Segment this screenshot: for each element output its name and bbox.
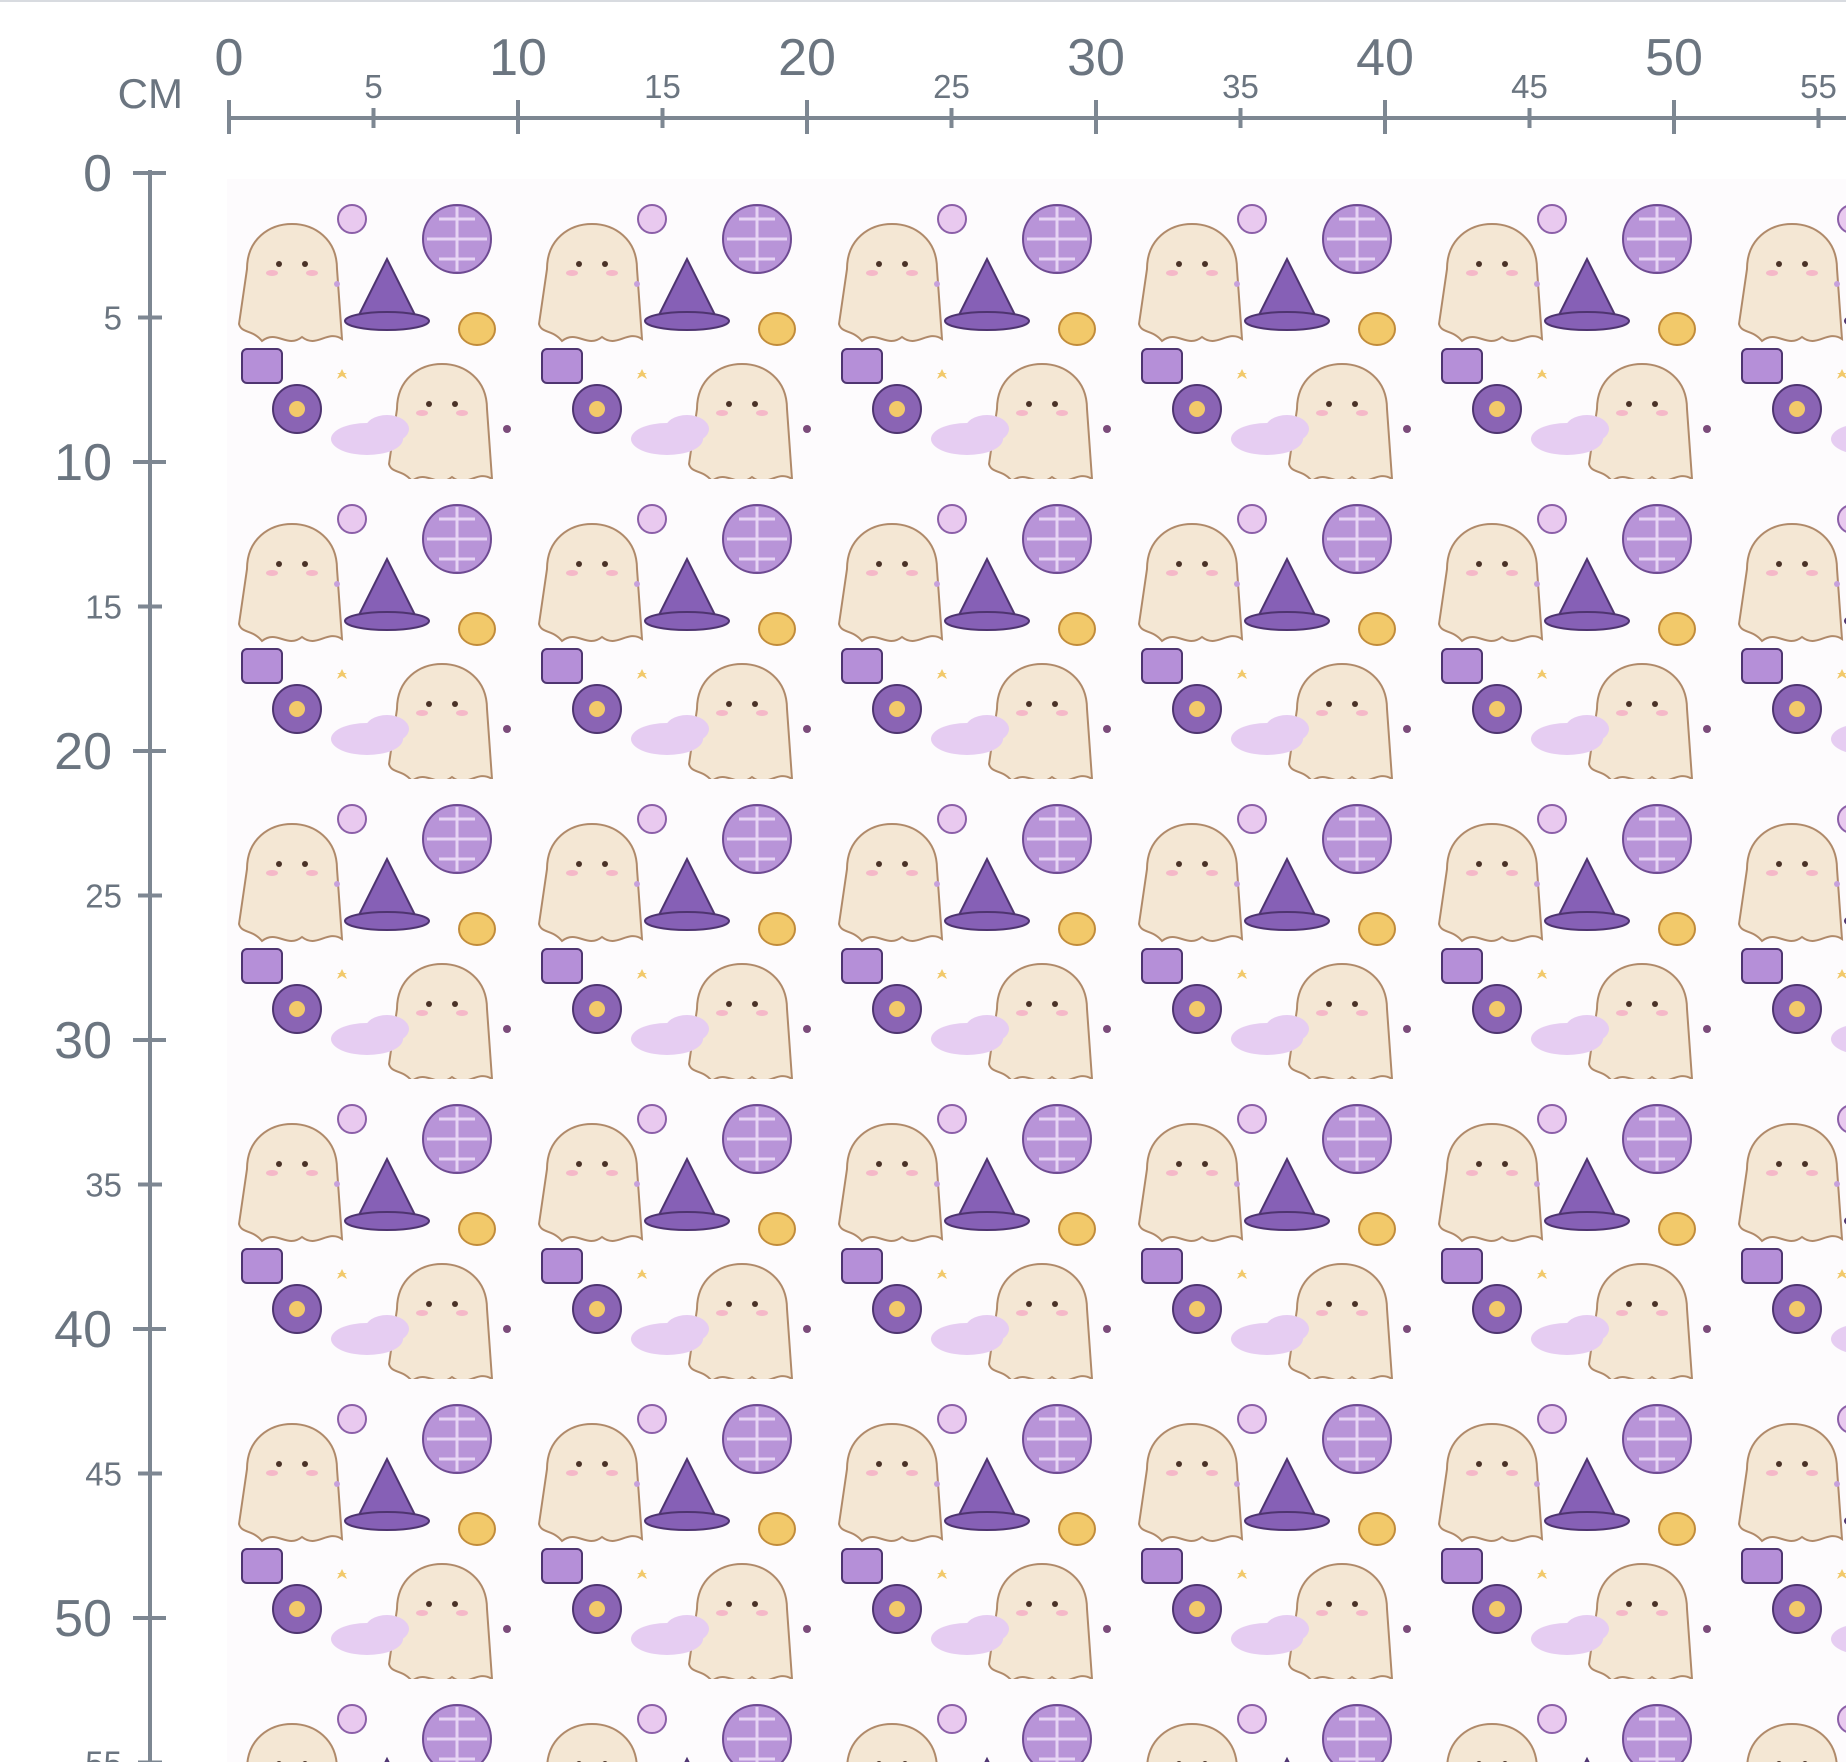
unit-label: CM (118, 70, 183, 117)
ruler-label: 5 (364, 68, 382, 105)
ruler-label: 35 (1222, 68, 1259, 105)
ruler-label: 30 (54, 1012, 112, 1070)
ruler-label: 15 (85, 589, 122, 626)
ruler-label: 10 (54, 434, 112, 492)
ruler-label: 40 (54, 1301, 112, 1359)
ruler-label: 50 (1645, 29, 1703, 87)
ruler-label: 20 (778, 29, 836, 87)
ruler-label: 0 (215, 29, 244, 87)
ruler-label: 20 (54, 723, 112, 781)
ruler-label: 15 (644, 68, 681, 105)
ruler-label: 55 (1800, 68, 1837, 105)
ruler-label: 40 (1356, 29, 1414, 87)
ruler-label: 35 (85, 1167, 122, 1204)
ruler-label: 25 (85, 878, 122, 915)
ruler-label: 55 (85, 1745, 122, 1762)
ruler-label: 45 (85, 1456, 122, 1493)
ruler-label: 25 (933, 68, 970, 105)
ruler-label: 10 (489, 29, 547, 87)
ruler-label: 5 (104, 300, 122, 337)
ruler-label: 45 (1511, 68, 1548, 105)
ruler-label: 30 (1067, 29, 1125, 87)
ruler-label: 0 (83, 145, 112, 203)
ruler-label: 50 (54, 1590, 112, 1648)
fabric-pattern (227, 179, 1846, 1762)
